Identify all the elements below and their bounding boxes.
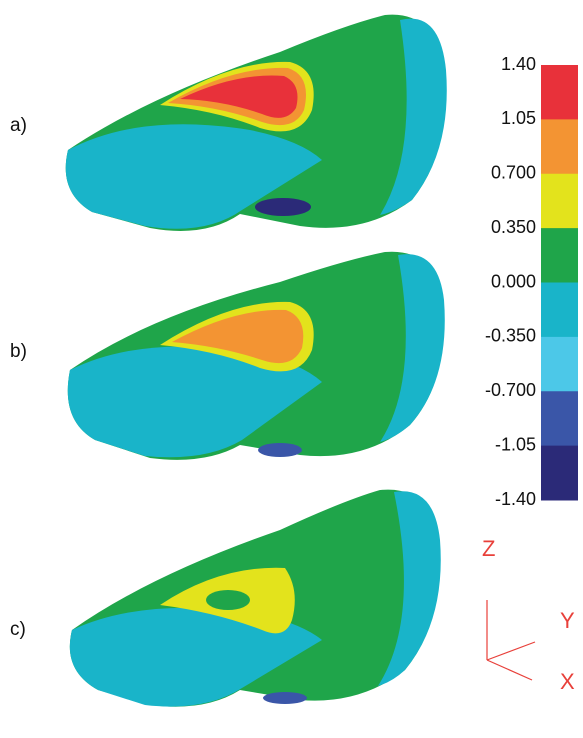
panel-label: c) xyxy=(10,619,26,640)
axis-label: Z xyxy=(482,536,495,561)
axis-label: Y xyxy=(560,608,575,633)
tick-label: 0.700 xyxy=(491,163,536,183)
color-band xyxy=(541,228,578,283)
colorbar: 1.40 1.05 0.700 0.350 0.000 -0.350 -0.700 -1.05… xyxy=(485,54,578,509)
color-band xyxy=(541,391,578,447)
color-band xyxy=(541,336,578,392)
end-cap xyxy=(380,18,447,216)
front-slab xyxy=(65,124,323,229)
tick-label: -1.40 xyxy=(495,489,536,509)
color-band xyxy=(541,65,578,120)
axis-triad xyxy=(486,600,536,681)
tick-label: -0.350 xyxy=(485,326,536,346)
axis-line xyxy=(486,641,536,661)
tick-label: -0.700 xyxy=(485,380,536,400)
panel-label: b) xyxy=(10,341,27,362)
tick-label: 1.05 xyxy=(501,108,536,128)
model-b xyxy=(67,251,445,460)
color-band xyxy=(541,445,578,501)
front-slab xyxy=(67,346,323,458)
axis-label: X xyxy=(560,669,575,694)
end-cap xyxy=(380,254,445,442)
model-a xyxy=(65,14,447,231)
tick-label: 0.000 xyxy=(491,271,536,291)
tick-label: 0.350 xyxy=(491,217,536,237)
low-spot xyxy=(255,198,311,216)
color-band xyxy=(541,173,578,229)
low-spot xyxy=(258,443,302,457)
front-slab xyxy=(69,607,323,707)
hotspot xyxy=(180,75,298,118)
tick-label: -1.05 xyxy=(495,434,536,454)
panel-label: a) xyxy=(10,115,27,136)
low-spot xyxy=(263,692,307,704)
model-c xyxy=(69,489,441,707)
color-band xyxy=(541,282,578,338)
tick-label: 1.40 xyxy=(501,54,536,74)
axis-line xyxy=(486,659,533,681)
hotspot xyxy=(172,309,304,364)
end-cap xyxy=(378,491,441,686)
color-band xyxy=(541,119,578,175)
hole xyxy=(206,590,250,610)
